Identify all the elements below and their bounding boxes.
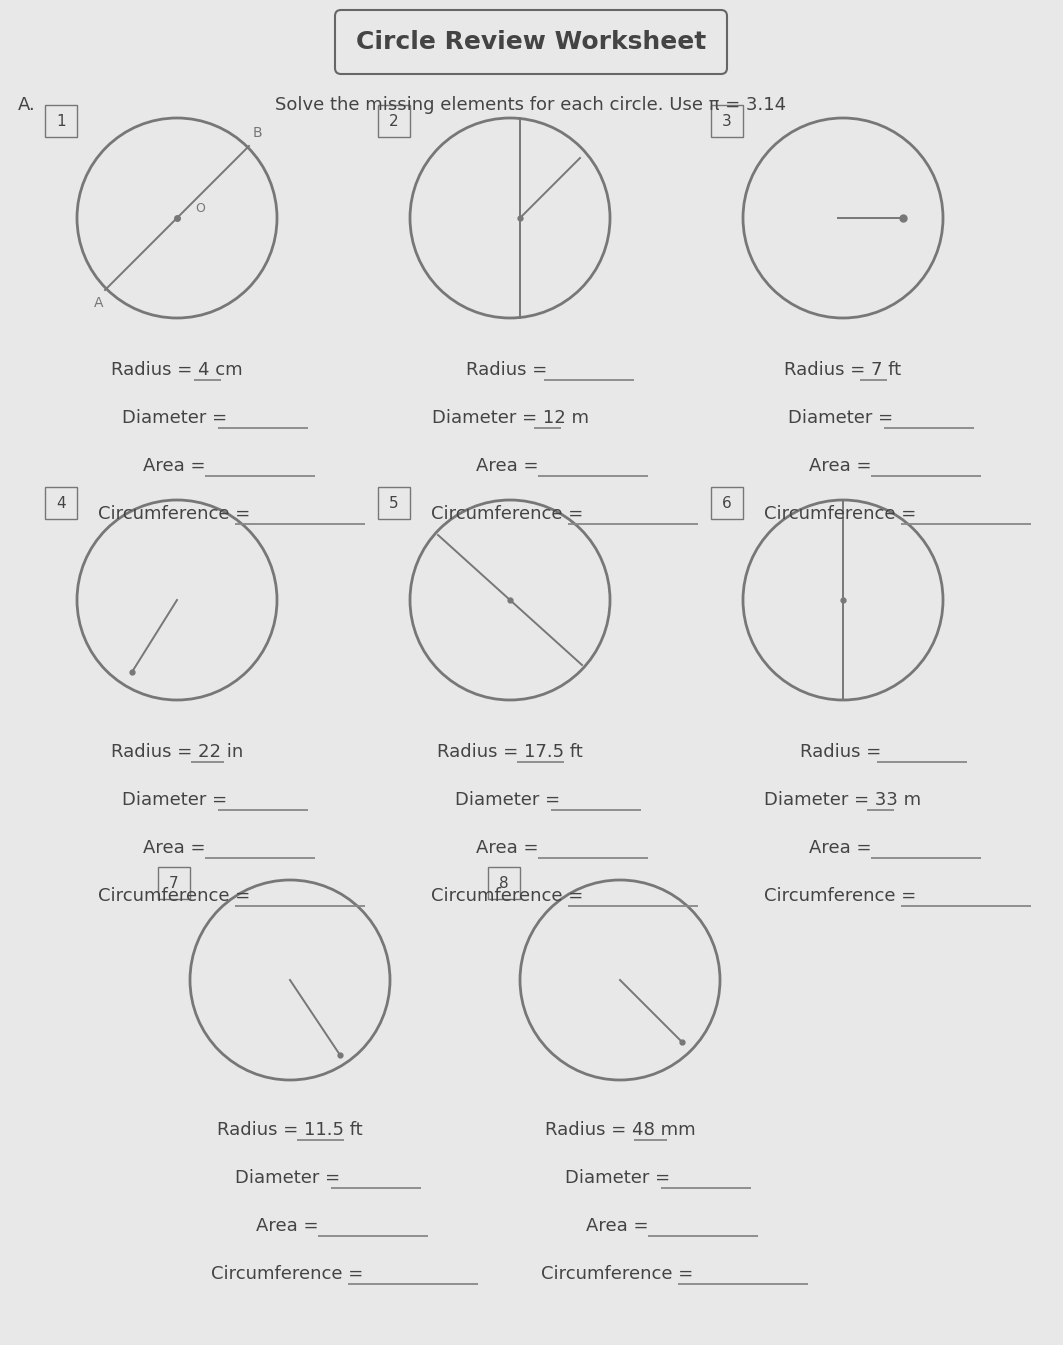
Text: Circumference =: Circumference = bbox=[764, 886, 922, 905]
Text: Area =: Area = bbox=[586, 1217, 654, 1235]
Text: B: B bbox=[252, 126, 261, 140]
Text: Radius = 48 mm: Radius = 48 mm bbox=[544, 1120, 695, 1139]
Text: Radius = 7 ft: Radius = 7 ft bbox=[784, 360, 901, 379]
Text: Area =: Area = bbox=[256, 1217, 324, 1235]
Text: Diameter =: Diameter = bbox=[455, 791, 566, 808]
Text: 8: 8 bbox=[500, 876, 509, 890]
Text: Circumference =: Circumference = bbox=[98, 886, 256, 905]
Text: 3: 3 bbox=[722, 113, 731, 129]
FancyBboxPatch shape bbox=[335, 9, 727, 74]
FancyBboxPatch shape bbox=[711, 487, 743, 519]
FancyBboxPatch shape bbox=[158, 868, 190, 898]
Text: Radius = 22 in: Radius = 22 in bbox=[111, 742, 243, 761]
Text: Area =: Area = bbox=[809, 457, 877, 475]
Text: Radius = 17.5 ft: Radius = 17.5 ft bbox=[437, 742, 583, 761]
Text: Area =: Area = bbox=[476, 457, 544, 475]
Text: Radius =: Radius = bbox=[467, 360, 554, 379]
Text: Area =: Area = bbox=[142, 839, 212, 857]
Text: Diameter =: Diameter = bbox=[121, 791, 233, 808]
Text: Radius = 4 cm: Radius = 4 cm bbox=[112, 360, 242, 379]
Text: 4: 4 bbox=[56, 495, 66, 511]
Text: Circumference =: Circumference = bbox=[431, 504, 589, 523]
Text: O: O bbox=[195, 202, 205, 214]
Text: A: A bbox=[95, 296, 104, 309]
FancyBboxPatch shape bbox=[488, 868, 520, 898]
Text: Circumference =: Circumference = bbox=[431, 886, 589, 905]
Text: Circle Review Worksheet: Circle Review Worksheet bbox=[356, 30, 706, 54]
Text: Diameter =: Diameter = bbox=[121, 409, 233, 426]
Text: Diameter =: Diameter = bbox=[564, 1169, 675, 1188]
FancyBboxPatch shape bbox=[378, 105, 410, 137]
FancyBboxPatch shape bbox=[45, 105, 77, 137]
Text: Area =: Area = bbox=[809, 839, 877, 857]
Text: A.: A. bbox=[18, 95, 36, 114]
Text: 6: 6 bbox=[722, 495, 731, 511]
Text: Diameter = 33 m: Diameter = 33 m bbox=[764, 791, 922, 808]
Text: Radius =: Radius = bbox=[799, 742, 887, 761]
Text: Circumference =: Circumference = bbox=[210, 1266, 369, 1283]
Text: Diameter =: Diameter = bbox=[235, 1169, 345, 1188]
Text: Solve the missing elements for each circle. Use π = 3.14: Solve the missing elements for each circ… bbox=[275, 95, 787, 114]
Text: 7: 7 bbox=[169, 876, 179, 890]
Text: 5: 5 bbox=[389, 495, 399, 511]
Text: Circumference =: Circumference = bbox=[764, 504, 922, 523]
Text: Diameter =: Diameter = bbox=[788, 409, 898, 426]
Text: Circumference =: Circumference = bbox=[541, 1266, 699, 1283]
Text: Circumference =: Circumference = bbox=[98, 504, 256, 523]
Text: Radius = 11.5 ft: Radius = 11.5 ft bbox=[217, 1120, 362, 1139]
Text: 2: 2 bbox=[389, 113, 399, 129]
Text: Diameter = 12 m: Diameter = 12 m bbox=[432, 409, 589, 426]
Text: Area =: Area = bbox=[476, 839, 544, 857]
FancyBboxPatch shape bbox=[711, 105, 743, 137]
FancyBboxPatch shape bbox=[378, 487, 410, 519]
FancyBboxPatch shape bbox=[45, 487, 77, 519]
Text: Area =: Area = bbox=[142, 457, 212, 475]
Text: 1: 1 bbox=[56, 113, 66, 129]
